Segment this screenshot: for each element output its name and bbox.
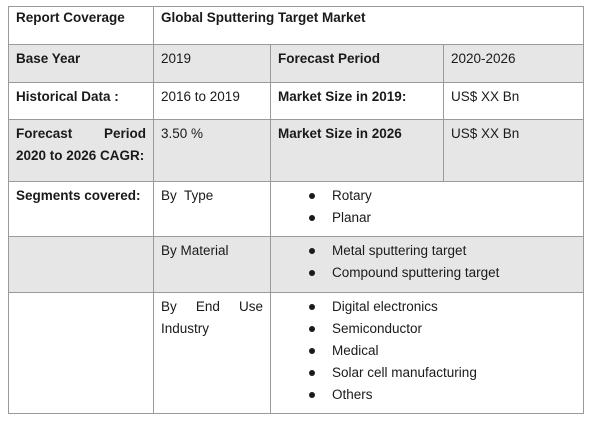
header-title: Global Sputtering Target Market <box>161 10 366 25</box>
historical-row: Historical Data : 2016 to 2019 Market Si… <box>8 82 585 120</box>
list-item: Medical <box>278 340 576 362</box>
cagr-label-line2: 2020 to 2026 CAGR: <box>16 148 145 163</box>
list-item-label: Rotary <box>332 188 372 203</box>
segment-end-use-name-line2: Industry <box>161 321 210 336</box>
segment-type-list: Rotary Planar <box>278 185 576 229</box>
bullet-icon <box>309 348 315 354</box>
list-item: Semiconductor <box>278 318 576 340</box>
list-item-label: Metal sputtering target <box>332 243 467 258</box>
forecast-period-label: Forecast Period <box>278 51 381 66</box>
base-year-value: 2019 <box>161 51 192 66</box>
header-label: Report Coverage <box>16 10 125 25</box>
market-size-2019-value: US$ XX Bn <box>451 89 520 104</box>
header-row: Report Coverage Global Sputtering Target… <box>8 6 585 45</box>
list-item: Compound sputtering target <box>278 262 576 284</box>
list-item-label: Digital electronics <box>332 299 438 314</box>
forecast-period-value: 2020-2026 <box>451 51 516 66</box>
bullet-icon <box>309 370 315 376</box>
cagr-label-word-2: Period <box>103 126 146 141</box>
list-item-label: Compound sputtering target <box>332 265 500 280</box>
market-size-2026-label-cell: Market Size in 2026 <box>270 119 444 182</box>
segment-end-use-items-cell: Digital electronics Semiconductor Medica… <box>269 292 585 414</box>
segment-material-list: Metal sputtering target Compound sputter… <box>278 240 576 284</box>
cagr-label-word-1: Forecast <box>16 126 73 141</box>
historical-value: 2016 to 2019 <box>161 89 240 104</box>
segment-type-name: By Type <box>161 188 214 203</box>
segment-material-name: By Material <box>161 243 229 258</box>
segment-material-items-cell: Metal sputtering target Compound sputter… <box>269 236 585 293</box>
list-item: Rotary <box>278 185 576 207</box>
segment-type-row: Segments covered: By Type Rotary Planar <box>8 181 585 237</box>
list-item: Planar <box>278 207 576 229</box>
historical-label: Historical Data : <box>16 89 119 104</box>
base-year-label: Base Year <box>16 51 81 66</box>
market-size-2019-value-cell: US$ XX Bn <box>442 82 585 120</box>
bullet-icon <box>309 392 315 398</box>
forecast-period-value-cell: 2020-2026 <box>442 44 585 83</box>
historical-label-cell: Historical Data : <box>8 82 154 120</box>
list-item-label: Others <box>332 387 373 402</box>
segment-material-row: By Material Metal sputtering target Comp… <box>8 236 585 293</box>
segment-end-use-word-2: End <box>195 299 220 314</box>
segment-end-use-word-3: Use <box>238 299 263 314</box>
cagr-value: 3.50 % <box>161 126 204 141</box>
list-item: Solar cell manufacturing <box>278 362 576 384</box>
forecast-period-label-cell: Forecast Period <box>270 44 444 83</box>
list-item: Digital electronics <box>278 296 576 318</box>
list-item-label: Solar cell manufacturing <box>332 365 477 380</box>
segments-label: Segments covered: <box>16 188 141 203</box>
segment-end-use-list: Digital electronics Semiconductor Medica… <box>278 296 576 406</box>
bullet-icon <box>309 248 315 254</box>
list-item-label: Medical <box>332 343 379 358</box>
bullet-icon <box>309 215 315 221</box>
cagr-label-line1: Forecast Period <box>16 123 146 145</box>
list-item: Metal sputtering target <box>278 240 576 262</box>
cagr-label-cell: Forecast Period 2020 to 2026 CAGR: <box>8 119 154 182</box>
bullet-icon <box>309 304 315 310</box>
bullet-icon <box>309 326 315 332</box>
market-size-2026-value: US$ XX Bn <box>451 126 520 141</box>
base-year-value-cell: 2019 <box>153 44 271 83</box>
segments-label-cell: Segments covered: <box>8 181 154 237</box>
segment-end-use-word-1: By <box>161 299 177 314</box>
segment-end-use-name-line1: By End Use <box>161 296 263 318</box>
header-label-cell: Report Coverage <box>8 6 154 45</box>
base-year-row: Base Year 2019 Forecast Period 2020-2026 <box>8 44 585 83</box>
bullet-icon <box>309 193 315 199</box>
segment-end-use-row: By End Use Industry Digital electronics … <box>8 292 585 414</box>
list-item-label: Planar <box>332 210 372 225</box>
market-size-2019-label-cell: Market Size in 2019: <box>270 82 444 120</box>
list-item: Others <box>278 384 576 406</box>
segment-end-use-name-cell: By End Use Industry <box>153 292 271 414</box>
market-size-2019-label: Market Size in 2019: <box>278 89 407 104</box>
market-size-2026-value-cell: US$ XX Bn <box>442 119 585 182</box>
cagr-row: Forecast Period 2020 to 2026 CAGR: 3.50 … <box>8 119 585 182</box>
header-value-cell: Global Sputtering Target Market <box>152 6 585 45</box>
bullet-icon <box>309 270 315 276</box>
report-coverage-table: Report Coverage Global Sputtering Target… <box>8 6 585 414</box>
segment-type-items-cell: Rotary Planar <box>269 181 585 237</box>
market-size-2026-label: Market Size in 2026 <box>278 126 402 141</box>
historical-value-cell: 2016 to 2019 <box>153 82 271 120</box>
list-item-label: Semiconductor <box>332 321 423 336</box>
segment-type-name-cell: By Type <box>153 181 271 237</box>
cagr-value-cell: 3.50 % <box>153 119 271 182</box>
base-year-label-cell: Base Year <box>8 44 154 83</box>
segment-material-name-cell: By Material <box>153 236 271 293</box>
segment-end-use-spacer-cell <box>8 292 154 414</box>
segment-material-spacer-cell <box>8 236 154 293</box>
